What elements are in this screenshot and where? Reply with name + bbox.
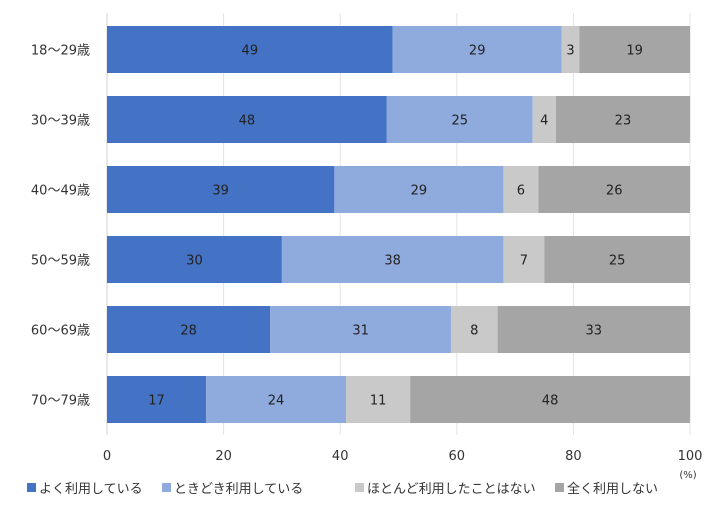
bar-segment (107, 96, 387, 143)
bar-segment (555, 96, 690, 143)
data-label: 29 (411, 184, 428, 199)
data-label: 25 (609, 254, 626, 269)
bar-segment (346, 376, 411, 423)
legend-label: ほとんど利用したことはない (367, 482, 536, 497)
bar-segment (107, 166, 335, 213)
bar-segment (503, 166, 539, 213)
bar-segment (107, 306, 271, 353)
bar-segment (206, 376, 347, 423)
bar-segment (392, 26, 562, 73)
bar-segment (410, 376, 690, 423)
data-label: 33 (586, 324, 603, 339)
category-label: 30〜39歳 (31, 114, 90, 129)
bar-segment (386, 96, 533, 143)
data-label: 24 (268, 394, 285, 409)
bar-segment (107, 26, 393, 73)
data-label: 19 (626, 44, 643, 59)
category-label: 50〜59歳 (31, 254, 90, 269)
legend-swatch (355, 483, 364, 492)
data-label: 39 (212, 184, 229, 199)
data-label: 31 (352, 324, 369, 339)
bar-segment (450, 306, 498, 353)
x-tick-label: 80 (565, 449, 582, 464)
data-label: 6 (517, 184, 525, 199)
bar-segment (270, 306, 451, 353)
bar-segment (532, 96, 556, 143)
legend-swatch (162, 483, 171, 492)
category-label: 60〜69歳 (31, 324, 90, 339)
bar-segment (281, 236, 504, 283)
data-label: 38 (384, 254, 401, 269)
legend-swatch (555, 483, 564, 492)
category-label: 70〜79歳 (31, 394, 90, 409)
bar-segment (503, 236, 545, 283)
x-tick-label: 0 (103, 449, 111, 464)
data-label: 23 (615, 114, 632, 129)
data-label: 17 (148, 394, 165, 409)
legend-swatch (27, 483, 36, 492)
bar-segment (334, 166, 504, 213)
legend-label: ときどき利用している (174, 482, 303, 497)
data-label: 30 (186, 254, 203, 269)
bar-segment (538, 166, 690, 213)
data-label: 26 (606, 184, 623, 199)
x-tick-label: 60 (449, 449, 466, 464)
legend-label: よく利用している (39, 482, 143, 497)
data-label: 8 (470, 324, 478, 339)
data-label: 3 (566, 44, 574, 59)
bar-segment (107, 376, 207, 423)
data-label: 11 (370, 394, 387, 409)
x-tick-label: 100 (678, 449, 703, 464)
data-label: 28 (180, 324, 197, 339)
data-label: 49 (242, 44, 259, 59)
data-label: 48 (239, 114, 256, 129)
bar-segment (107, 236, 282, 283)
data-label: 29 (469, 44, 486, 59)
bar-segment (544, 236, 690, 283)
x-tick-label: 20 (215, 449, 232, 464)
bar-segment (561, 26, 580, 73)
data-label: 48 (542, 394, 559, 409)
data-label: 25 (451, 114, 468, 129)
data-label: 7 (520, 254, 528, 269)
x-unit-label: (%) (679, 470, 696, 481)
legend-label: 全く利用しない (567, 481, 658, 497)
category-label: 18〜29歳 (31, 44, 90, 59)
category-label: 40〜49歳 (31, 184, 90, 199)
bar-segment (579, 26, 690, 73)
bar-segment (497, 306, 690, 353)
x-tick-label: 40 (332, 449, 349, 464)
data-label: 4 (540, 114, 548, 129)
